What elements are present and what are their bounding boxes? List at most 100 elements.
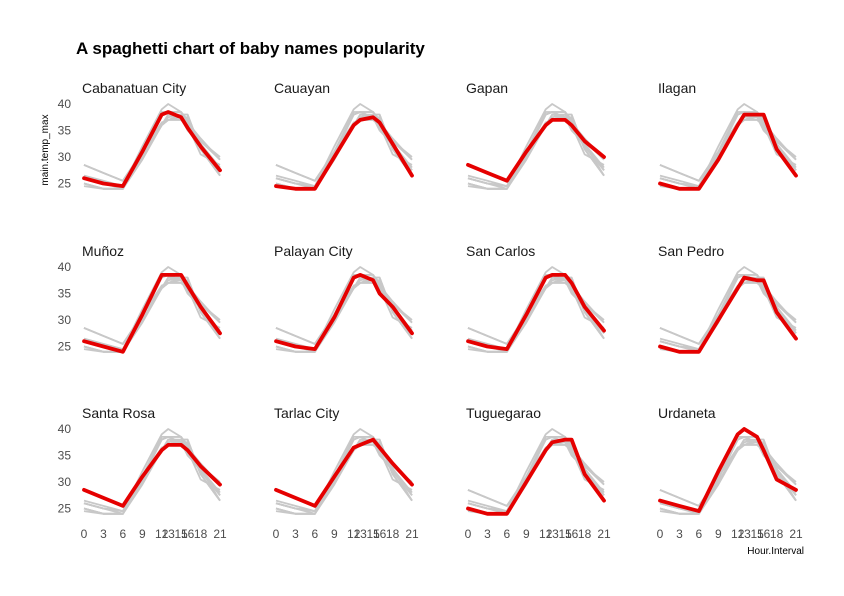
series-line-urdaneta <box>467 428 605 513</box>
y-axis-label: main.temp_max <box>40 114 51 185</box>
series-line-palayan-city <box>275 111 413 188</box>
panel-title: Tuguegarao <box>466 405 541 421</box>
highlighted-line-santa-rosa <box>82 442 222 508</box>
x-tick-label: 13 <box>162 527 176 541</box>
y-tick-label: 25 <box>58 502 72 516</box>
x-tick-label: 21 <box>213 527 227 541</box>
highlighted-line-tarlac-city <box>274 437 414 508</box>
y-tick-label: 25 <box>58 177 72 191</box>
y-tick-label: 30 <box>58 313 72 327</box>
x-tick-label: 0 <box>465 527 472 541</box>
panel-san-pedro: San Pedro <box>658 243 798 354</box>
panel-munoz: Muñoz 25 30 35 40 <box>58 243 222 354</box>
panel-title: Cabanatuan City <box>82 80 186 96</box>
highlighted-line-san-carlos <box>466 272 606 352</box>
panel-title: Palayan City <box>274 243 353 259</box>
x-tick-label: 3 <box>100 527 107 541</box>
panel-title: Santa Rosa <box>82 405 155 421</box>
x-tick-label: 13 <box>738 527 752 541</box>
panel-palayan-city: Palayan City <box>274 243 414 353</box>
x-tick-label: 9 <box>523 527 530 541</box>
panel-title: Ilagan <box>658 80 696 96</box>
x-tick-label: 15 <box>558 527 572 541</box>
panel-gapan: Gapan <box>466 80 606 190</box>
x-tick-label: 16 <box>373 527 387 541</box>
y-tick-label: 35 <box>58 449 72 463</box>
x-tick-label: 9 <box>139 527 146 541</box>
highlighted-line-tuguegarao <box>466 437 606 516</box>
x-tick-label: 21 <box>789 527 803 541</box>
series-line-san-carlos <box>275 111 413 188</box>
x-tick-label: 15 <box>366 527 380 541</box>
x-tick-label: 13 <box>354 527 368 541</box>
x-tick-label: 21 <box>597 527 611 541</box>
series-line-urdaneta <box>275 428 413 513</box>
panel-title: San Carlos <box>466 243 535 259</box>
series-line-urdaneta <box>83 266 221 351</box>
y-tick-label: 40 <box>58 97 72 111</box>
series-line-tuguegarao <box>275 276 413 353</box>
highlighted-line-munoz <box>82 272 222 354</box>
panel-san-carlos: San Carlos <box>466 243 606 353</box>
series-line-urdaneta <box>659 103 797 188</box>
highlighted-line-cabanatuan-city <box>82 110 222 189</box>
series-line-urdaneta <box>659 266 797 351</box>
x-tick-label: 6 <box>696 527 703 541</box>
x-tick-label: 16 <box>181 527 195 541</box>
x-tick-label: 12 <box>539 527 553 541</box>
series-line-tuguegarao <box>659 438 797 515</box>
x-tick-label: 0 <box>273 527 280 541</box>
x-tick-label: 3 <box>292 527 299 541</box>
x-tick-label: 18 <box>386 527 400 541</box>
x-tick-label: 12 <box>347 527 361 541</box>
panel-title: Muñoz <box>82 243 124 259</box>
x-tick-label: 9 <box>715 527 722 541</box>
x-tick-label: 15 <box>750 527 764 541</box>
x-tick-label: 6 <box>504 527 511 541</box>
highlighted-line-palayan-city <box>274 272 414 352</box>
x-tick-label: 3 <box>676 527 683 541</box>
panel-ilagan: Ilagan <box>658 80 798 191</box>
x-tick-label: 18 <box>770 527 784 541</box>
series-line-cabanatuan-city <box>275 111 413 188</box>
y-tick-label: 30 <box>58 150 72 164</box>
x-tick-label: 9 <box>331 527 338 541</box>
y-tick-label: 35 <box>58 124 72 138</box>
x-tick-label: 6 <box>120 527 127 541</box>
series-line-san-carlos <box>83 111 221 188</box>
chart-title: A spaghetti chart of baby names populari… <box>76 39 425 58</box>
highlighted-line-san-pedro <box>658 275 798 354</box>
x-tick-label: 0 <box>81 527 88 541</box>
series-line-urdaneta <box>275 103 413 188</box>
x-tick-label: 18 <box>194 527 208 541</box>
series-line-palayan-city <box>83 111 221 188</box>
highlighted-line-urdaneta <box>658 427 798 514</box>
series-line-tuguegarao <box>83 113 221 190</box>
highlighted-line-cauayan <box>274 115 414 191</box>
panel-title: San Pedro <box>658 243 724 259</box>
y-tick-label: 40 <box>58 422 72 436</box>
panel-title: Tarlac City <box>274 405 339 421</box>
x-tick-label: 6 <box>312 527 319 541</box>
x-tick-label: 3 <box>484 527 491 541</box>
x-tick-label: 18 <box>578 527 592 541</box>
x-tick-label: 21 <box>405 527 419 541</box>
y-tick-label: 35 <box>58 287 72 301</box>
x-axis-label: Hour.Interval <box>747 546 804 557</box>
panel-title: Gapan <box>466 80 508 96</box>
highlighted-line-ilagan <box>658 112 798 191</box>
x-tick-label: 12 <box>155 527 169 541</box>
x-tick-label: 16 <box>565 527 579 541</box>
panel-title: Urdaneta <box>658 405 716 421</box>
series-line-urdaneta <box>83 428 221 513</box>
panel-cabanatuan-city: Cabanatuan City 25 30 35 40 <box>58 80 222 191</box>
x-tick-label: 15 <box>174 527 188 541</box>
panel-title: Cauayan <box>274 80 330 96</box>
y-tick-label: 30 <box>58 475 72 489</box>
